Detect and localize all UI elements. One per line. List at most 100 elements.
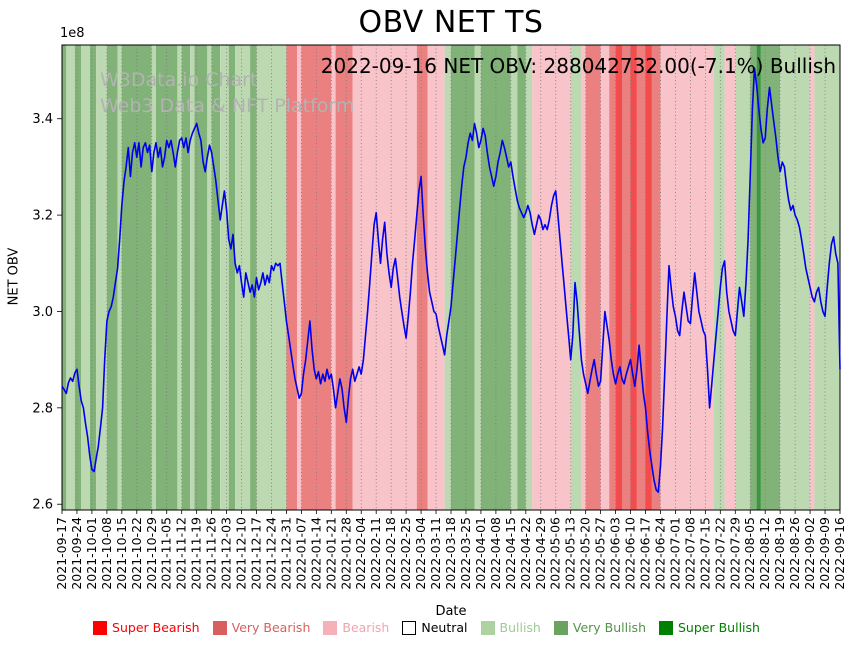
sentiment-band-super_bearish <box>630 45 637 510</box>
x-tick-label: 2021-11-19 <box>189 517 204 590</box>
sentiment-band-bearish <box>297 45 302 510</box>
x-tick-label: 2022-07-15 <box>697 517 712 590</box>
sentiment-band-bullish <box>66 45 75 510</box>
x-tick-label: 2022-04-15 <box>503 517 518 590</box>
x-tick-label: 2021-10-29 <box>144 517 159 590</box>
legend-swatch-very-bullish <box>553 620 568 635</box>
x-tick-label: 2022-04-01 <box>473 517 488 590</box>
x-tick-label: 2022-01-28 <box>338 517 353 590</box>
sentiment-band-bullish <box>474 45 481 510</box>
x-tick-label: 2021-12-31 <box>278 517 293 590</box>
sentiment-band-bearish <box>427 45 445 510</box>
x-tick-label: 2022-03-18 <box>443 517 458 590</box>
x-tick-label: 2022-07-29 <box>727 517 742 590</box>
sentiment-band-bullish <box>177 45 182 510</box>
sentiment-band-bullish <box>570 45 582 510</box>
x-tick-label: 2021-09-24 <box>69 517 84 590</box>
x-tick-label: 2022-05-06 <box>548 517 563 590</box>
x-tick-label: 2022-02-04 <box>353 517 368 590</box>
sentiment-band-very_bullish <box>89 45 97 510</box>
legend-item-super-bearish: Super Bearish <box>93 620 200 635</box>
x-tick-label: 2022-01-14 <box>308 517 323 590</box>
legend-label-very-bullish: Very Bullish <box>572 620 646 635</box>
sentiment-band-very_bullish <box>181 45 191 510</box>
x-tick-label: 2022-04-22 <box>518 517 533 590</box>
sentiment-band-very_bearish <box>585 45 601 510</box>
x-tick-label: 2022-02-11 <box>368 517 383 590</box>
x-tick-label: 2022-08-26 <box>787 517 802 590</box>
x-tick-label: 2022-04-08 <box>488 517 503 590</box>
x-tick-label: 2021-10-22 <box>129 517 144 590</box>
x-tick-label: 2021-11-26 <box>204 517 219 590</box>
sentiment-band-bearish <box>532 45 571 510</box>
sentiment-band-very_bullish <box>211 45 221 510</box>
x-tick-label: 2021-12-17 <box>249 517 264 590</box>
sentiment-band-bearish <box>352 45 417 510</box>
y-axis-label: NET OBV <box>6 247 22 306</box>
sentiment-band-very_bearish <box>609 45 616 510</box>
x-tick-label: 2022-01-21 <box>323 517 338 590</box>
legend-label-bearish: Bearish <box>342 620 390 635</box>
sentiment-band-very_bullish <box>228 45 236 510</box>
x-tick-label: 2021-10-08 <box>99 517 114 590</box>
sentiment-band-very_bearish <box>651 45 661 510</box>
sentiment-band-bearish <box>331 45 336 510</box>
sentiment-band-bullish <box>190 45 195 510</box>
legend-label-very-bearish: Very Bearish <box>231 620 311 635</box>
x-tick-label: 2022-04-29 <box>533 517 548 590</box>
sentiment-band-very_bearish <box>622 45 631 510</box>
plot-frame <box>61 44 841 511</box>
sentiment-band-very_bullish <box>760 45 781 510</box>
y-tick-label: 3.4 <box>32 112 53 127</box>
x-tick-label: 2022-06-24 <box>652 517 667 590</box>
legend-item-bullish: Bullish <box>480 620 541 635</box>
sentiment-band-bullish <box>220 45 229 510</box>
sentiment-band-bullish <box>151 45 157 510</box>
sentiment-band-bullish <box>814 45 840 510</box>
y-tick-label: 2.8 <box>32 401 53 416</box>
sentiment-band-bullish <box>444 45 451 510</box>
sentiment-band-bullish <box>235 45 251 510</box>
legend-swatch-super-bearish <box>93 620 108 635</box>
x-tick-label: 2022-07-22 <box>712 517 727 590</box>
sentiment-band-bullish <box>713 45 725 510</box>
y-tick-label: 3.0 <box>32 305 53 320</box>
x-tick-label: 2022-09-09 <box>817 517 832 590</box>
obv-net-line <box>61 67 841 493</box>
legend-swatch-neutral <box>402 620 417 635</box>
sentiment-band-super_bearish <box>615 45 622 510</box>
legend-label-neutral: Neutral <box>421 620 468 635</box>
sentiment-band-very_bullish <box>62 45 67 510</box>
x-tick-label: 2022-03-11 <box>428 517 443 590</box>
legend-swatch-bearish <box>323 620 338 635</box>
legend-item-very-bearish: Very Bearish <box>212 620 311 635</box>
x-tick-label: 2022-07-01 <box>667 517 682 590</box>
sentiment-band-very_bearish <box>637 45 646 510</box>
x-tick-label: 2021-10-01 <box>84 517 99 590</box>
sentiment-band-bullish <box>96 45 107 510</box>
x-tick-label: 2021-11-12 <box>174 517 189 590</box>
x-tick-label: 2022-05-13 <box>563 517 578 590</box>
x-tick-label: 2022-02-25 <box>398 517 413 590</box>
x-tick-label: 2021-12-10 <box>234 517 249 590</box>
x-tick-label: 2022-03-04 <box>413 517 428 590</box>
x-tick-label: 2021-12-24 <box>263 517 278 590</box>
x-tick-label: 2022-06-03 <box>608 517 623 590</box>
sentiment-band-bullish <box>117 45 122 510</box>
sentiment-band-very_bullish <box>517 45 526 510</box>
sentiment-band-very_bearish <box>286 45 298 510</box>
legend-item-bearish: Bearish <box>323 620 389 635</box>
sentiment-band-bullish <box>510 45 518 510</box>
x-tick-label: 2022-08-19 <box>772 517 787 590</box>
x-tick-label: 2021-12-03 <box>219 517 234 590</box>
legend-label-bullish: Bullish <box>499 620 541 635</box>
x-tick-label: 2022-08-05 <box>742 517 757 590</box>
sentiment-band-very_bullish <box>250 45 257 510</box>
sentiment-band-very_bullish <box>74 45 82 510</box>
watermark-line2: Web3 Data & NFT Platform <box>100 94 355 117</box>
x-tick-label: 2022-06-10 <box>623 517 638 590</box>
legend-item-very-bullish: Very Bullish <box>553 620 646 635</box>
sentiment-band-very_bullish <box>480 45 511 510</box>
sentiment-band-bullish <box>207 45 212 510</box>
